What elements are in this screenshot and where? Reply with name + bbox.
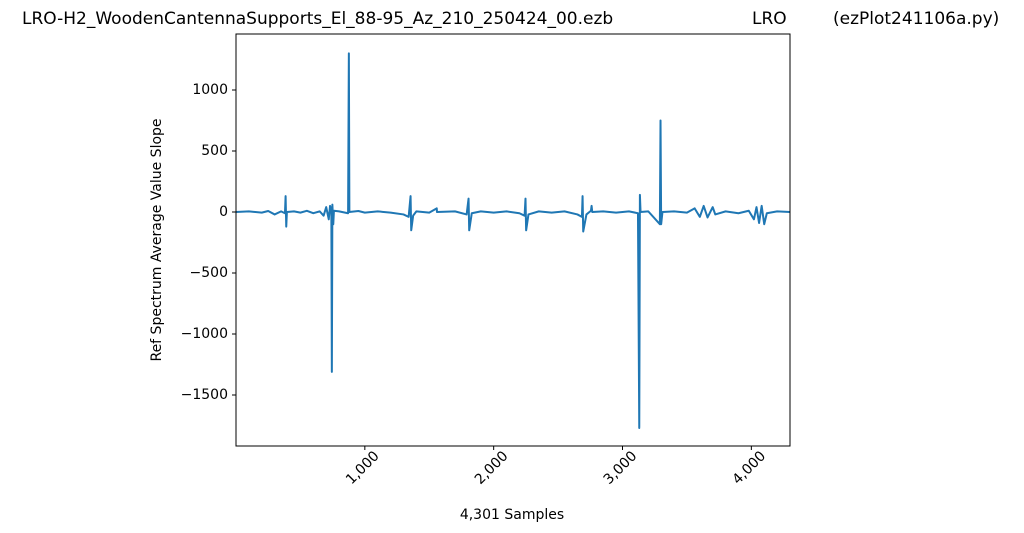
x-tick-label: 1,000 [343, 448, 383, 488]
x-axis-label: 4,301 Samples [460, 507, 564, 523]
y-tick-label: 500 [201, 143, 228, 159]
data-line [235, 52, 791, 429]
y-tick-label: 0 [219, 204, 228, 220]
plot-frame [235, 33, 791, 447]
chart-title: LRO [752, 9, 787, 29]
y-tick-label: 1000 [192, 82, 228, 98]
x-tick-label: 2,000 [472, 448, 512, 488]
x-tick-label: 3,000 [601, 448, 641, 488]
y-tick-label: −1500 [181, 387, 228, 403]
y-axis-label: Ref Spectrum Average Value Slope [149, 118, 165, 361]
chart-title: (ezPlot241106a.py) [833, 9, 999, 29]
x-tick-label: 4,000 [730, 448, 770, 488]
y-tick-label: −500 [190, 265, 228, 281]
y-tick-label: −1000 [181, 326, 228, 342]
chart-title: LRO-H2_WoodenCantennaSupports_El_88-95_A… [22, 9, 613, 29]
